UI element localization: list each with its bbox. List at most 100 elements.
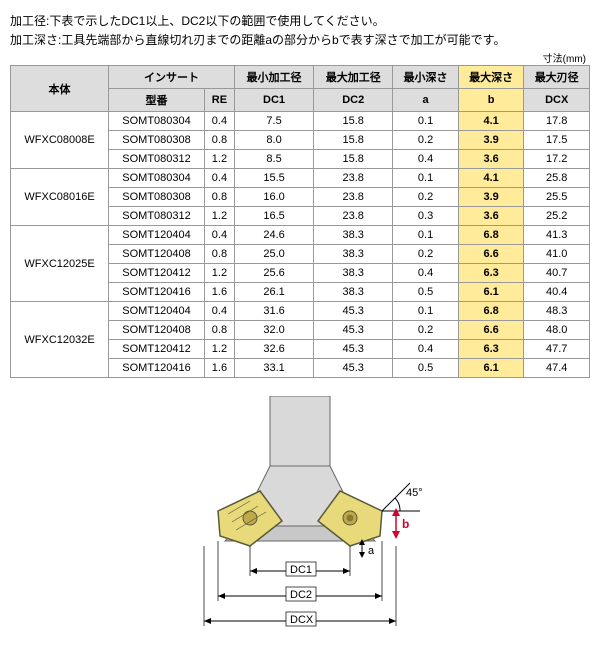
cell-re: 1.2 [204,264,234,283]
body-cell: WFXC12025E [11,226,109,302]
th-model: 型番 [109,89,205,112]
th-b: b [458,89,524,112]
dc2-label: DC2 [290,589,312,601]
cell-dc2: 15.8 [314,112,393,131]
cell-a: 0.3 [393,207,459,226]
th-body: 本体 [11,66,109,112]
b-label: b [402,517,409,531]
cell-model: SOMT080308 [109,188,205,207]
cell-dc2: 45.3 [314,302,393,321]
cell-model: SOMT120408 [109,321,205,340]
cell-dc2: 38.3 [314,245,393,264]
cell-dc1: 33.1 [234,359,313,378]
cell-a: 0.5 [393,359,459,378]
th-dcxh: 最大刃径 [524,66,590,89]
cell-dcx: 48.0 [524,321,590,340]
cell-model: SOMT120416 [109,283,205,302]
desc-line-1: 加工径:下表で示したDC1以上、DC2以下の範囲で使用してください。 [10,12,590,29]
cell-dcx: 41.0 [524,245,590,264]
spec-table: 本体 インサート 最小加工径 最大加工径 最小深さ 最大深さ 最大刃径 型番 R… [10,65,590,378]
angle-label: 45° [406,487,423,499]
cell-re: 0.8 [204,245,234,264]
cell-b: 3.6 [458,150,524,169]
cell-dcx: 17.2 [524,150,590,169]
dc1-label: DC1 [290,564,312,576]
cell-dcx: 47.4 [524,359,590,378]
cell-re: 0.4 [204,226,234,245]
cell-a: 0.2 [393,188,459,207]
cell-b: 6.6 [458,321,524,340]
table-row: WFXC12025ESOMT1204040.424.638.30.16.841.… [11,226,590,245]
th-re: RE [204,89,234,112]
cell-model: SOMT120404 [109,302,205,321]
cell-b: 6.3 [458,264,524,283]
table-row: WFXC08016ESOMT0803040.415.523.80.14.125.… [11,169,590,188]
table-row: WFXC12032ESOMT1204040.431.645.30.16.848.… [11,302,590,321]
th-dc2: DC2 [314,89,393,112]
cell-model: SOMT080304 [109,169,205,188]
cell-b: 6.8 [458,226,524,245]
cell-dc2: 45.3 [314,321,393,340]
unit-label: 寸法(mm) [10,50,586,65]
cell-a: 0.5 [393,283,459,302]
cell-dcx: 41.3 [524,226,590,245]
cell-re: 0.4 [204,169,234,188]
th-dc2h: 最大加工径 [314,66,393,89]
cell-dcx: 48.3 [524,302,590,321]
dcx-label: DCX [290,614,314,626]
cell-dc2: 38.3 [314,226,393,245]
cell-b: 4.1 [458,112,524,131]
body-cell: WFXC08016E [11,169,109,226]
cell-b: 6.1 [458,283,524,302]
cell-dc2: 45.3 [314,359,393,378]
cell-a: 0.1 [393,112,459,131]
cell-re: 1.2 [204,340,234,359]
cell-model: SOMT120404 [109,226,205,245]
cell-dc1: 25.6 [234,264,313,283]
cell-re: 1.6 [204,359,234,378]
cell-dcx: 47.7 [524,340,590,359]
cell-dc2: 38.3 [314,264,393,283]
cell-dc1: 31.6 [234,302,313,321]
cell-dcx: 40.7 [524,264,590,283]
table-body: WFXC08008ESOMT0803040.47.515.80.14.117.8… [11,112,590,378]
cell-re: 1.2 [204,150,234,169]
cell-dc2: 45.3 [314,340,393,359]
cell-dc1: 25.0 [234,245,313,264]
cell-dc1: 8.5 [234,150,313,169]
cell-a: 0.1 [393,169,459,188]
tool-diagram: 45° b a DC1 DC2 DCX [100,396,500,636]
a-label: a [368,545,375,557]
cell-dcx: 40.4 [524,283,590,302]
cell-re: 0.4 [204,112,234,131]
cell-dc1: 8.0 [234,131,313,150]
cell-dc1: 7.5 [234,112,313,131]
cell-a: 0.4 [393,340,459,359]
cell-dc1: 15.5 [234,169,313,188]
th-insert: インサート [109,66,235,89]
cell-b: 3.9 [458,188,524,207]
cell-dcx: 25.8 [524,169,590,188]
body-cell: WFXC12032E [11,302,109,378]
cell-dc2: 23.8 [314,169,393,188]
cell-re: 1.6 [204,283,234,302]
cell-a: 0.2 [393,321,459,340]
cell-model: SOMT120412 [109,340,205,359]
table-head: 本体 インサート 最小加工径 最大加工径 最小深さ 最大深さ 最大刃径 型番 R… [11,66,590,112]
cell-re: 1.2 [204,207,234,226]
cell-dc2: 23.8 [314,207,393,226]
cell-dc1: 32.6 [234,340,313,359]
cell-dcx: 25.2 [524,207,590,226]
cell-b: 4.1 [458,169,524,188]
th-dcx: DCX [524,89,590,112]
cell-model: SOMT120408 [109,245,205,264]
cell-model: SOMT120412 [109,264,205,283]
cell-model: SOMT080312 [109,150,205,169]
cell-b: 3.9 [458,131,524,150]
cell-model: SOMT080308 [109,131,205,150]
table-row: WFXC08008ESOMT0803040.47.515.80.14.117.8 [11,112,590,131]
cell-dc1: 16.0 [234,188,313,207]
cell-model: SOMT080312 [109,207,205,226]
cell-a: 0.4 [393,264,459,283]
cell-a: 0.4 [393,150,459,169]
